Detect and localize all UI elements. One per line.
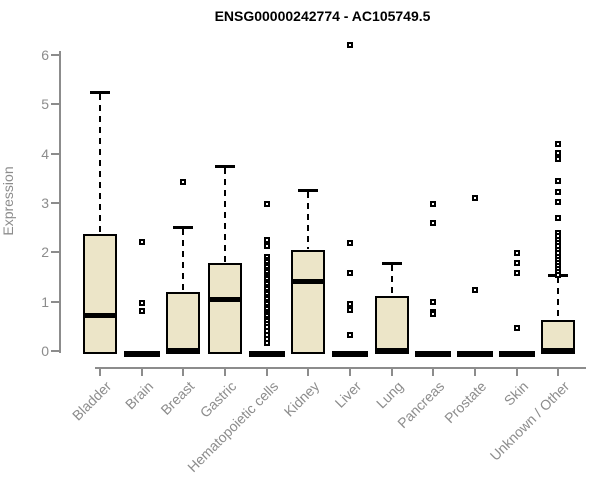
y-axis-tick — [51, 202, 59, 204]
x-axis-tick — [307, 369, 310, 376]
y-axis-tick — [51, 54, 59, 56]
median-line — [166, 348, 201, 353]
x-axis-tick — [348, 369, 351, 376]
y-tick-label: 0 — [41, 343, 49, 359]
outlier-point — [263, 237, 270, 244]
outlier-point — [555, 155, 562, 162]
flat-box — [456, 351, 493, 357]
outlier-point — [555, 177, 562, 184]
y-tick-label: 5 — [41, 96, 49, 113]
median-line — [207, 297, 242, 303]
x-axis-tick — [557, 369, 560, 376]
whisker-cap — [90, 91, 110, 94]
median-line — [541, 347, 576, 353]
outlier-point — [471, 195, 478, 202]
x-axis-tick — [515, 369, 518, 376]
x-axis-tick — [432, 369, 435, 376]
outlier-point — [555, 214, 562, 221]
outlier-point — [263, 243, 270, 250]
outlier-point — [263, 201, 270, 208]
outlier-point — [555, 271, 562, 278]
box — [207, 262, 242, 354]
median-line — [83, 313, 117, 319]
outlier-point — [513, 249, 520, 256]
flat-box — [331, 351, 368, 357]
x-axis-tick — [99, 369, 101, 376]
outlier-point — [263, 340, 270, 347]
outlier-point — [430, 219, 437, 226]
whisker-cap — [214, 165, 235, 169]
outlier-point — [555, 199, 562, 205]
x-axis-tick — [140, 369, 143, 376]
outlier-point — [513, 324, 520, 331]
outlier-point — [471, 286, 478, 293]
box — [291, 249, 326, 354]
outlier-point — [180, 178, 187, 185]
outlier-point — [513, 270, 520, 277]
outlier-point — [346, 301, 353, 308]
x-axis-tick — [390, 369, 393, 376]
outlier-point — [138, 300, 145, 307]
outlier-point — [138, 307, 145, 314]
outlier-point — [513, 260, 520, 267]
flat-box — [498, 351, 535, 357]
y-axis-tick — [51, 103, 59, 106]
box — [83, 233, 117, 354]
y-axis-line — [59, 51, 61, 353]
category-label: Unknown / Other — [486, 378, 573, 464]
x-axis-tick — [182, 369, 185, 376]
y-tick-label: 4 — [41, 145, 49, 162]
x-axis-tick — [473, 369, 476, 376]
box — [166, 291, 201, 354]
whisker — [182, 228, 185, 291]
x-axis-tick — [265, 369, 268, 376]
whisker — [390, 265, 393, 295]
y-axis-tick — [51, 350, 59, 352]
whisker-cap — [381, 262, 402, 266]
y-tick-label: 1 — [41, 293, 49, 310]
chart-title: ENSG00000242774 - AC105749.5 — [214, 8, 431, 24]
whisker-cap — [173, 225, 194, 229]
median-line — [291, 278, 326, 284]
y-tick-label: 3 — [41, 195, 49, 211]
outlier-point — [346, 332, 353, 339]
outlier-point — [346, 42, 353, 49]
whisker-cap — [298, 189, 319, 193]
flat-box — [415, 351, 452, 357]
flat-box — [248, 351, 285, 357]
x-axis-tick — [223, 369, 226, 376]
outlier-point — [430, 311, 437, 318]
outlier-point — [555, 140, 562, 147]
outlier-point — [430, 298, 437, 305]
whisker — [99, 94, 101, 233]
whisker — [307, 192, 310, 249]
outlier-point — [555, 149, 562, 156]
box — [374, 295, 409, 354]
y-axis-tick — [51, 152, 59, 155]
outlier-point — [555, 189, 562, 196]
outlier-point — [346, 306, 353, 313]
y-axis-tick — [51, 300, 59, 303]
outlier-point — [138, 238, 145, 245]
outlier-point — [346, 270, 353, 277]
flat-box — [123, 351, 160, 357]
y-axis-tick — [51, 251, 59, 254]
whisker — [223, 168, 226, 262]
outlier-point — [430, 200, 437, 207]
y-tick-label: 6 — [41, 47, 49, 63]
outlier-point — [346, 239, 353, 246]
y-tick-label: 2 — [41, 244, 49, 261]
median-line — [374, 348, 409, 353]
x-axis-line — [95, 367, 586, 369]
whisker — [557, 276, 560, 320]
